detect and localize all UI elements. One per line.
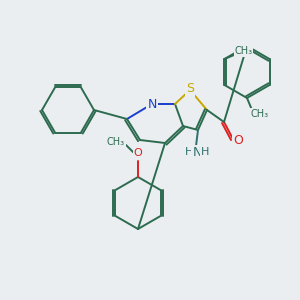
Text: N: N	[147, 98, 157, 110]
Text: H: H	[185, 147, 193, 157]
Text: CH₃: CH₃	[234, 46, 253, 56]
Text: O: O	[134, 148, 142, 158]
Text: CH₃: CH₃	[107, 137, 125, 147]
Text: S: S	[186, 82, 194, 95]
Text: H: H	[201, 147, 209, 157]
Text: CH₃: CH₃	[251, 109, 269, 119]
Text: O: O	[233, 134, 243, 146]
Text: N: N	[192, 146, 202, 158]
